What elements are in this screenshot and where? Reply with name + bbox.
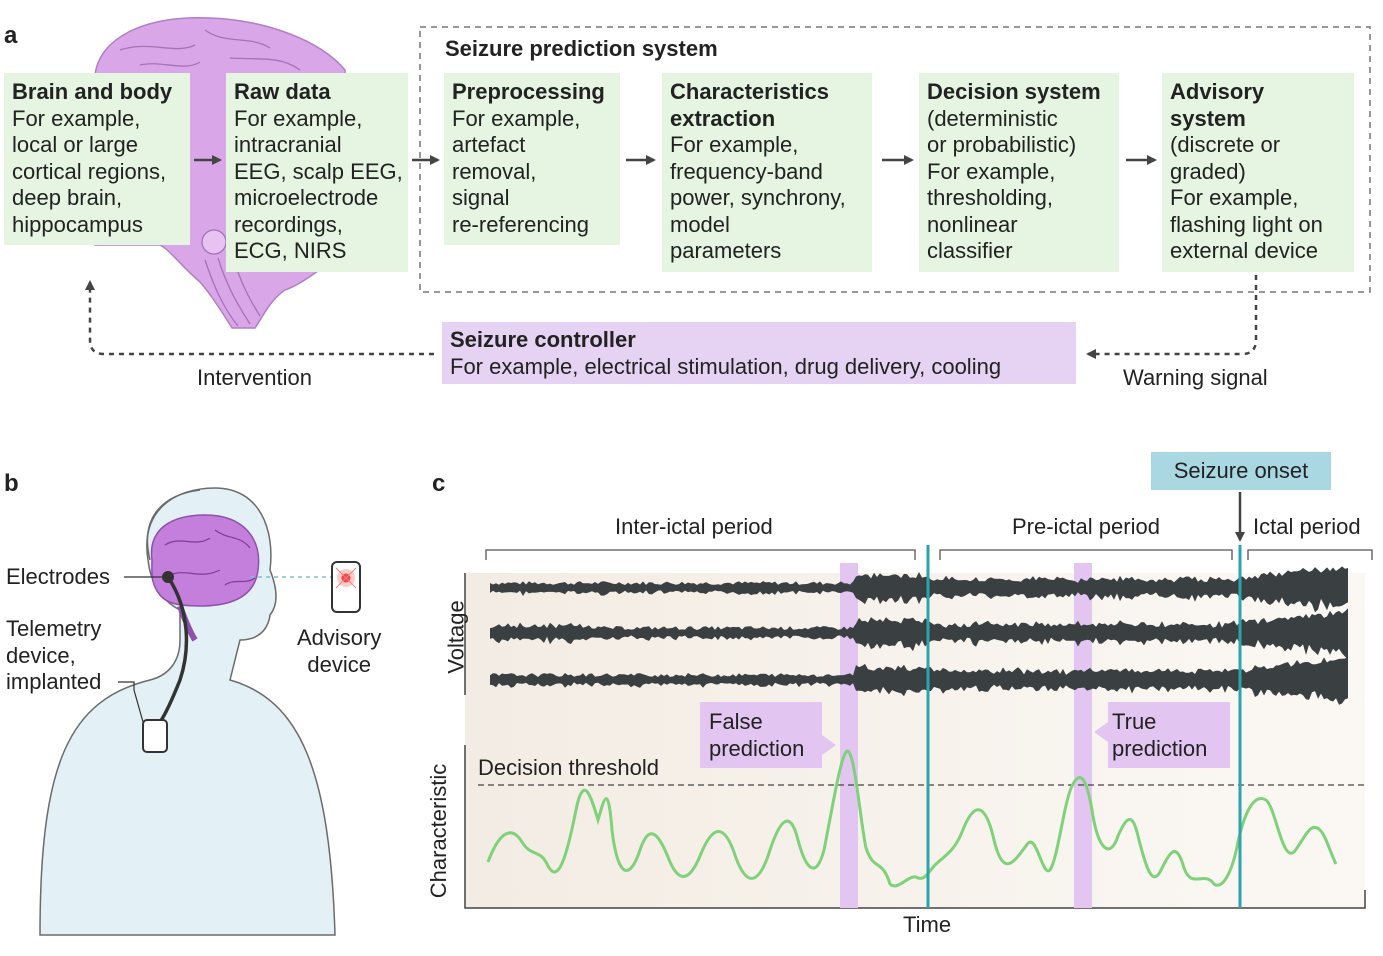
warning-signal-label: Warning signal [1123,365,1268,390]
voltage-axis-label: Voltage [443,600,469,674]
box-text: For example, [927,158,1056,184]
box-text: nonlinear [927,211,1018,237]
box-preprocessing: Preprocessing For example, artefact remo… [444,73,620,245]
advisory-device-icon [331,561,361,613]
false-prediction-band [840,563,858,908]
pre-ictal-label: Pre-ictal period [1012,514,1160,539]
telemetry-device [142,719,168,753]
box-text: For example, [12,105,141,131]
box-text: For example, [234,105,363,131]
box-text: For example, electrical stimulation, dru… [450,353,1002,379]
box-raw-data: Raw data For example, intracranial EEG, … [226,73,408,272]
characteristic-axis-label: Characteristic [426,763,452,899]
intervention-label: Intervention [197,365,312,390]
box-text: or probabilistic) [927,132,1077,157]
box-text: deep brain, [12,185,123,210]
telemetry-device-label: Telemetry device, implanted [6,616,101,696]
label-line: prediction [709,735,805,761]
seizure-onset-label: Seizure onset [1151,452,1331,490]
feedback-arrows [85,275,1258,359]
characteristic-curve [486,749,1338,888]
box-text: For example, [1170,185,1299,210]
box-text: parameters [670,238,782,263]
panel-letter-a: a [4,22,18,49]
box-text: thresholding, [927,185,1053,210]
box-text: intracranial [234,132,342,157]
label-line: True [1112,709,1157,734]
box-text: EEG, scalp EEG, [234,158,403,184]
box-text: removal, [452,158,537,184]
box-seizure-controller: Seizure controller For example, electric… [442,322,1076,384]
electrodes-label: Electrodes [6,564,110,589]
label-line: Telemetry [6,616,102,641]
box-text: For example, [670,132,799,157]
box-advisory-system: Advisory system (discrete or graded) For… [1162,73,1354,272]
panel-letter-c: c [432,470,446,497]
decision-threshold-label: Decision threshold [478,755,659,780]
box-text: For example, [452,105,581,131]
label-line: prediction [1112,735,1208,761]
period-brackets [485,549,1373,560]
box-brain-and-body: Brain and body For example, local or lar… [4,73,190,245]
true-prediction-band [1074,563,1092,908]
box-text: cortical regions, [12,158,167,184]
label-line: implanted [6,669,102,694]
box-text: classifier [927,238,1013,263]
box-text: recordings, [234,211,343,237]
box-text: (discrete or [1170,132,1281,157]
box-text: flashing light on [1170,211,1323,237]
eeg-trace [490,656,1348,705]
label-line: device [307,651,371,677]
plot-axes [464,745,1366,909]
box-title: Brain and body [12,79,173,104]
ictal-label: Ictal period [1253,514,1361,539]
box-text: signal [452,185,510,210]
box-text: re-referencing [452,211,589,237]
time-axis-label: Time [903,912,952,937]
false-prediction-label: False prediction [709,709,804,762]
advisory-device-label: Advisory device [297,625,381,678]
eeg-traces [490,566,1348,705]
box-title: extraction [670,105,776,131]
box-characteristics-extraction: Characteristics extraction For example, … [662,73,872,272]
box-text: external device [1170,238,1318,263]
electrode-lead [124,571,189,724]
label-line: device, [6,642,76,668]
box-text: local or large [12,132,138,157]
system-title: Seizure prediction system [445,36,718,61]
false-prediction-callout [700,702,836,768]
box-text: artefact [452,132,526,157]
inter-ictal-label: Inter-ictal period [615,514,773,539]
panel-letter-b: b [4,470,19,497]
label-line: Advisory [297,625,382,650]
box-text: microelectrode [234,185,379,210]
box-title: Advisory [1170,79,1265,104]
eeg-trace [490,608,1348,660]
true-prediction-callout [1094,702,1230,768]
box-text: power, synchrony, [670,185,846,210]
system-container [419,26,1371,293]
label-line: False [709,709,763,734]
box-text: graded) [1170,158,1246,184]
box-text: hippocampus [12,211,143,237]
brain-illustration-b [150,514,260,642]
true-prediction-label: True prediction [1112,709,1207,762]
box-title: Preprocessing [452,79,605,104]
box-title: Characteristics [670,79,829,104]
box-text: (deterministic [927,105,1058,131]
box-text: frequency-band [670,158,823,184]
box-decision-system: Decision system (deterministic or probab… [919,73,1119,272]
box-title: Raw data [234,79,331,104]
box-title: system [1170,105,1246,131]
box-title: Decision system [927,79,1101,104]
box-text: model [670,211,730,237]
box-text: ECG, NIRS [234,238,347,263]
box-title: Seizure controller [450,327,636,352]
person-silhouette [39,487,336,936]
eeg-trace [490,566,1348,613]
